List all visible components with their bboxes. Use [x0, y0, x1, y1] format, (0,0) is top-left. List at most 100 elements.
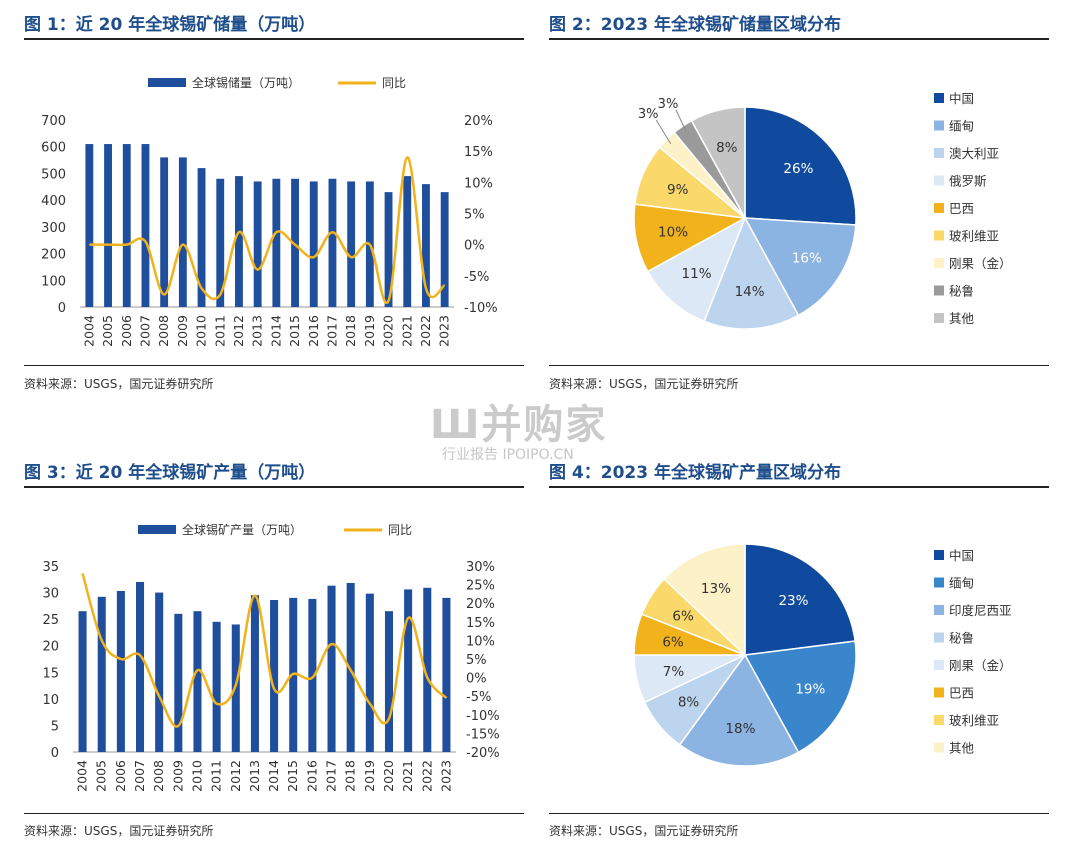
bar	[404, 589, 413, 752]
legend-swatch	[934, 258, 944, 268]
legend-label: 澳大利亚	[949, 146, 999, 161]
legend-label: 其他	[949, 741, 975, 756]
x-axis-tick-label: 2009	[175, 315, 190, 347]
left-axis-tick-label: 15	[42, 666, 59, 681]
figure-2-title: 图 2：2023 年全球锡矿储量区域分布	[549, 15, 841, 35]
x-axis-tick-label: 2018	[343, 760, 358, 792]
legend-swatch	[934, 715, 944, 725]
right-axis-tick-label: -10%	[466, 709, 500, 724]
bar	[270, 600, 279, 752]
legend-label: 秘鲁	[949, 284, 974, 299]
right-axis-tick-label: -20%	[466, 746, 500, 761]
x-axis-tick-label: 2018	[343, 315, 358, 347]
figure-2-chart: 26% 16% 14% 11% 10% 9% 3%3% 8% 中国缅甸澳大利亚俄罗斯巴西玻利维亚…	[633, 91, 1012, 330]
left-axis-tick-label: 35	[42, 560, 59, 575]
pie-slice	[743, 217, 857, 317]
right-axis-tick-label: 25%	[466, 579, 495, 594]
x-axis-tick-label: 2006	[113, 760, 128, 792]
x-axis-tick-label: 2004	[81, 315, 96, 347]
bar	[136, 581, 145, 752]
yoy-line	[89, 156, 446, 305]
left-axis-tick-label: 5	[51, 719, 59, 734]
right-axis-tick-label: 0%	[464, 239, 485, 254]
bar	[174, 613, 183, 752]
legend-label: 中国	[949, 91, 974, 106]
x-axis-tick-label: 2023	[437, 315, 452, 347]
pie-slice-label: 6%	[662, 634, 684, 650]
legend-swatch	[934, 120, 944, 131]
bar	[440, 192, 449, 307]
right-axis-tick-label: 10%	[466, 634, 495, 649]
figure-3-panel: 图 3：近 20 年全球锡矿产量（万吨） 全球锡矿产量（万吨） 同比 0 5 10 15 2…	[24, 458, 524, 848]
bar	[308, 598, 317, 752]
pie-slice-label: 13%	[701, 581, 731, 597]
left-axis-tick-label: 0	[51, 746, 59, 761]
left-axis-tick-label: 30	[42, 587, 59, 602]
legend-label: 巴西	[949, 686, 974, 701]
bar	[212, 621, 221, 752]
bar	[97, 596, 106, 752]
x-axis-tick-label: 2006	[119, 315, 134, 347]
legend-swatch	[934, 203, 944, 213]
left-axis-tick-label: 25	[42, 613, 59, 628]
figure-4-title-rule	[549, 486, 1049, 488]
figure-2-source: 资料来源：USGS，国元证券研究所	[549, 377, 739, 391]
bar	[384, 192, 393, 307]
pie-slice-label: 16%	[792, 250, 822, 266]
x-axis-tick-label: 2014	[266, 760, 281, 792]
watermark-logo: Ш并购家	[430, 402, 608, 448]
x-axis-tick-label: 2009	[170, 760, 185, 792]
figure-4-bottom-rule	[549, 813, 1049, 814]
bar	[309, 181, 318, 307]
left-axis-tick-label: 20	[42, 640, 59, 655]
legend-label: 缅甸	[949, 119, 974, 134]
x-axis-tick-label: 2017	[324, 760, 339, 792]
pie-slice-label: 3%	[638, 107, 659, 122]
legend-bar-swatch	[138, 525, 176, 534]
x-axis-tick-label: 2019	[362, 760, 377, 792]
pie-slice-label: 8%	[678, 695, 700, 711]
figure-4-title: 图 4：2023 年全球锡矿产量区域分布	[549, 463, 841, 483]
left-axis-tick-label: 200	[41, 248, 66, 263]
right-axis-tick-label: 0%	[466, 672, 487, 687]
x-axis-tick-label: 2016	[304, 760, 319, 792]
x-axis-tick-label: 2021	[400, 760, 415, 792]
bar	[403, 176, 412, 307]
figure-2-bottom-rule	[549, 365, 1049, 366]
bar	[104, 144, 112, 307]
x-axis-tick-label: 2008	[156, 315, 171, 347]
watermark: Ш并购家 行业报告 IPOIPO.CN	[430, 392, 660, 472]
x-axis-tick-label: 2013	[247, 760, 262, 792]
x-axis-tick-label: 2005	[94, 760, 109, 792]
legend-label: 刚果（金）	[949, 658, 1012, 673]
right-axis-tick-label: 10%	[464, 176, 493, 191]
bar	[365, 593, 374, 752]
x-axis-tick-label: 2014	[268, 315, 283, 347]
legend-swatch	[934, 230, 944, 241]
figure-2-title-rule	[549, 38, 1049, 40]
right-axis-tick-label: 15%	[464, 145, 493, 160]
legend-swatch	[934, 285, 944, 296]
x-axis-tick-label: 2021	[399, 315, 414, 347]
x-axis-tick-label: 2011	[209, 760, 224, 792]
x-axis-tick-label: 2020	[381, 760, 396, 792]
left-axis-tick-label: 600	[41, 141, 66, 156]
bar	[155, 592, 164, 752]
right-axis-tick-label: 5%	[466, 653, 487, 668]
pie-slice	[743, 640, 857, 754]
legend-label: 巴西	[949, 201, 974, 216]
bar	[216, 178, 225, 307]
figure-3-bottom-rule	[24, 813, 524, 814]
bar	[141, 144, 150, 307]
bar	[160, 157, 169, 307]
pie-slice-label: 3%	[658, 97, 679, 112]
bar	[384, 611, 393, 752]
pie-slice	[703, 216, 800, 330]
bar	[291, 178, 299, 307]
bar	[193, 611, 202, 752]
x-axis-tick-label: 2007	[137, 315, 152, 347]
legend-swatch	[934, 93, 944, 103]
pie-slice-label: 23%	[778, 593, 808, 609]
figure-1-source: 资料来源：USGS，国元证券研究所	[24, 377, 214, 391]
